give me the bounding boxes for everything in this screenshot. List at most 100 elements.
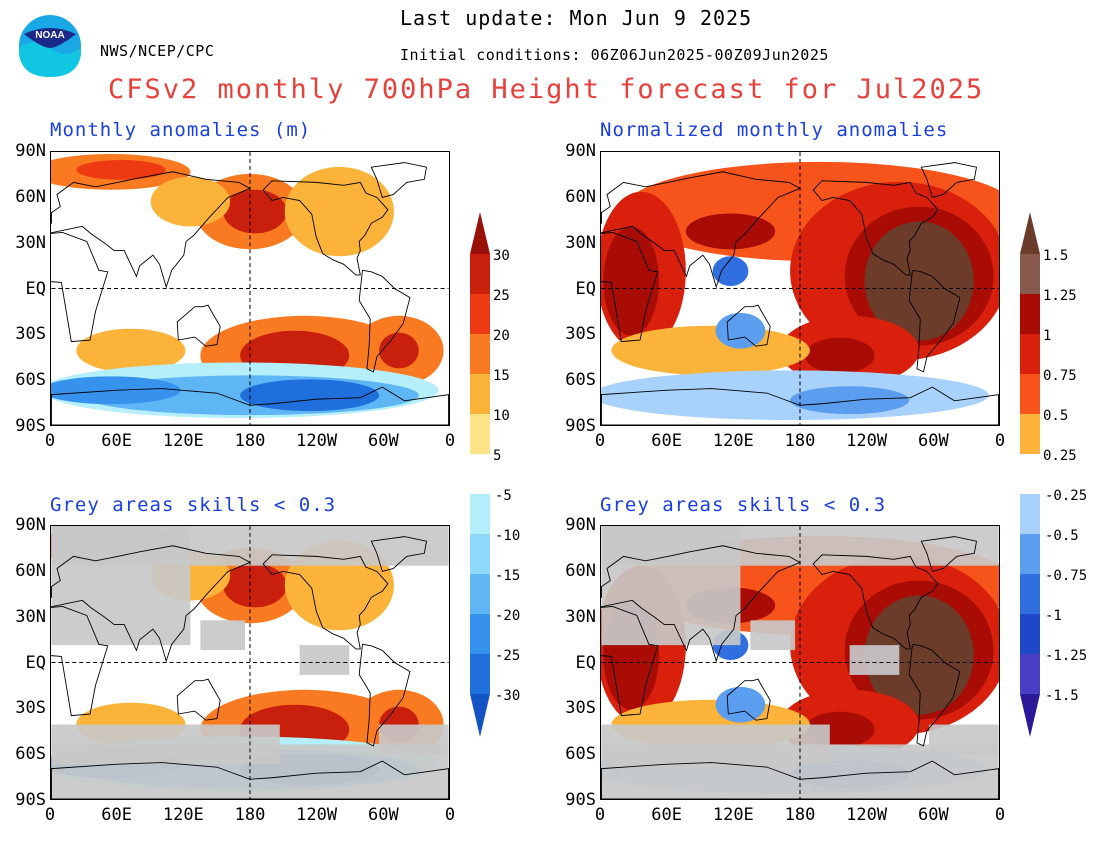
colorbar-segment — [470, 494, 490, 534]
lat-tick-label: 60S — [15, 370, 46, 391]
positive-anomaly-area — [76, 328, 186, 373]
lat-tick-label: 90S — [15, 790, 46, 810]
coastline — [51, 231, 109, 343]
map-canvas — [601, 526, 999, 799]
map-normalized-anomalies — [600, 151, 1000, 426]
coastline — [262, 554, 389, 650]
colorbar-tick-label: 25 — [493, 288, 510, 304]
colorbar-tick-label: 0.25 — [1043, 448, 1077, 464]
coastline — [358, 643, 411, 747]
positive-anomaly-area — [379, 332, 419, 369]
low-skill-mask — [601, 526, 741, 646]
lon-tick-label: 120E — [712, 431, 754, 451]
lat-tick-label: EQ — [575, 652, 596, 673]
lon-tick-label: 0 — [44, 431, 56, 451]
lat-tick-label: 60S — [565, 744, 596, 765]
lon-tick-label: 120W — [296, 431, 338, 451]
colorbar-tick-label: -30 — [495, 688, 521, 704]
colorbar-segment — [1020, 414, 1040, 454]
coastline — [370, 536, 428, 573]
colorbar-tick-label: 5 — [493, 448, 502, 464]
colorbar-segment — [1020, 494, 1040, 534]
lat-tick-label: EQ — [575, 278, 596, 299]
colorbar-tick-label: -0.5 — [1045, 528, 1079, 544]
lat-tick-label: 30S — [565, 324, 596, 345]
lon-tick-label: 60E — [101, 431, 133, 451]
coastline — [176, 304, 221, 347]
lat-tick-label: 90N — [15, 515, 46, 535]
colorbar-segment — [470, 374, 490, 414]
lon-tick-label: 180 — [234, 805, 266, 825]
positive-anomaly-area — [864, 221, 974, 341]
lon-tick-label: 0 — [44, 805, 56, 825]
colorbar-segment — [1020, 654, 1040, 694]
coastline — [726, 678, 771, 721]
colorbar-segment — [1020, 614, 1040, 654]
colorbar-segment — [470, 294, 490, 334]
coastline — [176, 678, 221, 721]
colorbar-tick-label: -1.5 — [1045, 688, 1079, 704]
colorbar-segment — [1020, 534, 1040, 574]
colorbar-neutral-segment — [470, 454, 490, 494]
colorbar-segment — [470, 414, 490, 454]
lat-tick-label: 90S — [565, 416, 596, 436]
lon-tick-label: 0 — [594, 431, 606, 451]
low-skill-mask — [299, 645, 350, 675]
colorbar-segment — [1020, 374, 1040, 414]
positive-anomaly-area — [76, 159, 166, 180]
lon-tick-label: 0 — [994, 431, 1006, 451]
lat-tick-label: 60N — [15, 560, 46, 581]
lat-tick-label: 60N — [565, 560, 596, 581]
lat-tick-label: 30S — [15, 324, 46, 345]
lon-tick-label: 180 — [784, 431, 816, 451]
negative-anomaly-area — [715, 312, 766, 349]
coastline — [601, 760, 999, 799]
lat-tick-label: 30N — [565, 232, 596, 253]
coastline — [358, 269, 411, 373]
logo-text: NOAA — [35, 30, 64, 41]
colorbar-segment — [470, 334, 490, 374]
coastline — [262, 180, 389, 276]
positive-anomaly-area — [150, 176, 231, 227]
map-monthly-anomalies — [50, 151, 450, 426]
colorbar-tick-label: -20 — [495, 608, 521, 624]
lon-tick-label: 180 — [784, 805, 816, 825]
coastline — [51, 605, 109, 717]
lat-tick-label: 90N — [15, 141, 46, 161]
map-skill-masked-anomalies — [50, 525, 450, 800]
low-skill-mask — [750, 620, 796, 651]
coastline — [51, 386, 449, 425]
low-skill-mask — [51, 724, 280, 765]
colorbar-normalized-anomaly — [1020, 212, 1040, 737]
map-canvas — [51, 152, 449, 425]
lon-tick-label: 120W — [846, 805, 888, 825]
lon-tick-label: 60W — [367, 805, 399, 825]
colorbar-top-arrow — [1020, 212, 1040, 254]
coastline — [51, 171, 252, 289]
lon-tick-label: 60E — [651, 431, 683, 451]
coastline — [51, 545, 252, 663]
lat-tick-label: 60N — [565, 186, 596, 207]
coastline — [812, 554, 939, 650]
colorbar-bottom-arrow — [470, 694, 490, 737]
colorbar-top-arrow — [470, 212, 490, 254]
colorbar-bottom-arrow — [1020, 694, 1040, 737]
colorbar-segment — [470, 574, 490, 614]
positive-anomaly-area — [603, 226, 660, 336]
panel-title-top-right: Normalized monthly anomalies — [600, 119, 949, 141]
coastline — [920, 162, 978, 199]
colorbar-tick-label: -0.25 — [1045, 488, 1088, 504]
positive-anomaly-area — [864, 595, 974, 715]
noaa-logo: NOAA — [18, 14, 82, 78]
low-skill-mask — [379, 724, 449, 755]
lon-tick-label: 120W — [846, 431, 888, 451]
negative-anomaly-area — [712, 256, 749, 287]
coastline — [908, 269, 961, 373]
colorbar-tick-label: -0.75 — [1045, 568, 1088, 584]
colorbar-tick-label: 1.5 — [1043, 248, 1069, 264]
lon-tick-label: 0 — [444, 431, 456, 451]
map-skill-masked-normalized — [600, 525, 1000, 800]
lon-tick-label: 60E — [651, 805, 683, 825]
positive-anomaly-area — [804, 337, 875, 374]
lat-tick-label: 30N — [15, 232, 46, 253]
